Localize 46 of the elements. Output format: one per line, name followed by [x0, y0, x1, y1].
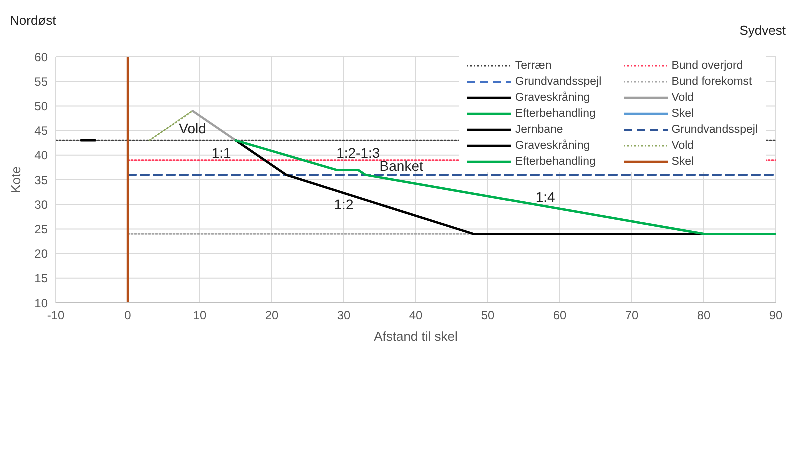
y-tick-label: 60 — [34, 50, 48, 64]
x-tick-label: 30 — [337, 308, 351, 323]
y-tick-label: 55 — [34, 74, 48, 89]
y-tick-label: 35 — [34, 173, 48, 188]
legend-label: Grundvandsspejl — [672, 124, 758, 136]
x-tick-label: 70 — [625, 308, 639, 323]
y-tick-label: 30 — [34, 198, 48, 212]
x-tick-label: 20 — [265, 308, 279, 323]
legend-label: Efterbehandling — [515, 156, 596, 168]
x-tick-label: -10 — [47, 308, 65, 323]
y-tick-label: 10 — [34, 296, 48, 310]
annotation: 1:1 — [212, 144, 232, 161]
y-tick-label: 20 — [34, 247, 48, 262]
x-tick-label: 50 — [481, 308, 495, 323]
y-axis-title: Kote — [8, 166, 24, 194]
legend-label: Vold — [672, 92, 694, 104]
annotation: 1:2-1:3 — [336, 144, 380, 161]
x-axis-title: Afstand til skel — [374, 329, 458, 344]
legend-label: Efterbehandling — [515, 108, 596, 120]
legend-label: Skel — [672, 108, 694, 120]
legend-label: Skel — [672, 156, 694, 168]
annotation: 1:4 — [536, 189, 556, 206]
legend-label: Bund overjord — [672, 60, 744, 72]
x-tick-label: 40 — [409, 308, 423, 323]
annotation: Banket — [380, 158, 424, 174]
legend-label: Vold — [672, 140, 694, 152]
legend-label: Bund forekomst — [672, 76, 752, 88]
legend-label: Graveskråning — [515, 140, 590, 152]
x-tick-label: 90 — [769, 308, 783, 323]
y-tick-label: 50 — [34, 99, 48, 114]
legend-label: Jernbane — [515, 124, 564, 136]
text: Nordøst — [10, 13, 56, 28]
x-tick-label: 60 — [553, 308, 567, 323]
y-tick-label: 25 — [34, 222, 48, 236]
legend-label: Terræn — [515, 60, 552, 72]
y-tick-label: 45 — [34, 124, 48, 138]
legend-label: Graveskråning — [515, 92, 590, 104]
annotation: Vold — [179, 120, 206, 136]
annotation: 1:2 — [334, 196, 354, 213]
y-tick-label: 40 — [34, 148, 48, 163]
legend-label: Grundvandsspejl — [515, 76, 602, 88]
x-tick-label: 0 — [124, 308, 132, 323]
x-tick-label: 10 — [193, 308, 207, 323]
y-tick-label: 15 — [34, 272, 48, 286]
text: Sydvest — [740, 23, 786, 38]
x-tick-label: 80 — [697, 308, 711, 323]
